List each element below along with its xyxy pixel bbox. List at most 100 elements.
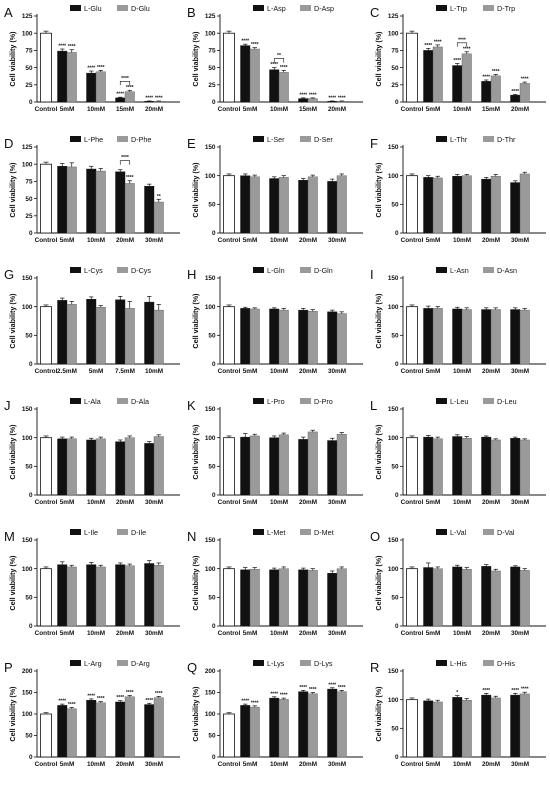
- bar-l-met: [327, 573, 338, 627]
- bar-d-val: [519, 570, 530, 627]
- y-tick-label: 150: [22, 275, 33, 282]
- bar-l-ile: [86, 564, 97, 627]
- x-tick-label: 30mM: [511, 499, 529, 506]
- bar-d-ser: [278, 177, 289, 234]
- bar-d-ser: [336, 175, 347, 234]
- bar-d-cys: [95, 307, 106, 365]
- x-tick-label: Control: [35, 368, 58, 375]
- y-tick-label: 0: [29, 754, 33, 761]
- legend-swatch-l: [70, 267, 81, 273]
- y-tick-label: 50: [208, 65, 216, 72]
- significance-label: ****: [328, 95, 336, 101]
- bar-l-his: [481, 694, 492, 758]
- bar-d-phe: [153, 201, 164, 234]
- x-tick-label: Control: [218, 630, 241, 637]
- x-tick-label: 10mM: [87, 237, 105, 244]
- bar-l-met: [269, 569, 280, 627]
- bar-d-phe: [124, 183, 135, 234]
- bar-l-thr: [481, 178, 492, 234]
- bar-d-lys: [307, 693, 318, 758]
- x-tick-label: 5mM: [89, 368, 104, 375]
- legend-label-l: L-Trp: [450, 4, 467, 13]
- bar-l-met: [298, 569, 309, 627]
- significance-label: ****: [145, 698, 153, 704]
- y-tick-label: 125: [388, 13, 399, 20]
- bar-d-asp: [249, 48, 260, 103]
- y-tick-label: 0: [395, 230, 399, 237]
- y-tick-label: 100: [205, 566, 216, 573]
- x-tick-label: Control: [218, 499, 241, 506]
- panel-B: B Cell viability (%) 0 25 50 75 100 125 Control 5…: [187, 4, 363, 113]
- y-tick-label: 0: [29, 361, 33, 368]
- panel-letter: B: [187, 5, 196, 20]
- x-tick-label: 5mM: [243, 630, 258, 637]
- legend-swatch-l: [253, 529, 264, 535]
- y-tick-label: 100: [22, 161, 33, 168]
- bar-l-his: [452, 697, 463, 758]
- significance-label: ****: [511, 89, 519, 95]
- control-bar: [223, 568, 235, 627]
- y-tick-label: 50: [25, 196, 33, 203]
- significance-label: ****: [116, 695, 124, 701]
- legend-swatch-l: [436, 267, 447, 273]
- legend-swatch-d: [117, 660, 128, 666]
- significance-label: ****: [270, 691, 278, 697]
- x-tick-label: 30mM: [511, 237, 529, 244]
- control-bar: [223, 306, 235, 365]
- bar-d-gln: [249, 308, 260, 365]
- bar-l-his: [423, 700, 434, 758]
- bar-l-leu: [452, 436, 463, 496]
- y-tick-label: 50: [25, 595, 33, 602]
- x-tick-label: 5mM: [60, 761, 75, 768]
- y-axis-title: Cell viability (%): [191, 31, 200, 87]
- bar-d-lys: [249, 706, 260, 758]
- bar-l-ser: [240, 175, 251, 234]
- y-axis-title: Cell viability (%): [191, 686, 200, 742]
- x-tick-label: 30mM: [328, 761, 346, 768]
- significance-label: ****: [251, 42, 259, 48]
- legend-label-l: L-Ser: [267, 135, 285, 144]
- x-tick-label: 20mM: [511, 106, 529, 113]
- y-tick-label: 0: [29, 99, 33, 106]
- control-bar: [223, 175, 235, 234]
- legend-swatch-l: [70, 529, 81, 535]
- y-tick-label: 0: [29, 230, 33, 237]
- legend-swatch-d: [300, 529, 311, 535]
- bar-l-cys: [115, 299, 126, 365]
- y-tick-label: 0: [212, 230, 216, 237]
- bar-l-leu: [423, 436, 434, 496]
- legend-swatch-d: [483, 136, 494, 142]
- bar-l-leu: [510, 438, 521, 496]
- bar-d-arg: [95, 702, 106, 758]
- x-tick-label: 5mM: [243, 106, 258, 113]
- y-tick-label: 100: [388, 304, 399, 311]
- legend-swatch-d: [300, 136, 311, 142]
- significance-label: ****: [97, 696, 105, 702]
- x-tick-label: Control: [218, 237, 241, 244]
- y-axis-title: Cell viability (%): [374, 162, 383, 218]
- significance-label: ****: [280, 65, 288, 71]
- bar-l-asp: [269, 69, 280, 103]
- y-tick-label: 100: [388, 435, 399, 442]
- legend-swatch-l: [436, 529, 447, 535]
- bar-d-met: [307, 570, 318, 627]
- legend-label-d: D-Lys: [314, 659, 333, 668]
- y-tick-label: 25: [208, 82, 216, 89]
- bar-d-leu: [461, 438, 472, 496]
- significance-label: ****: [299, 92, 307, 98]
- bar-l-his: [510, 694, 521, 758]
- x-tick-label: 30mM: [328, 237, 346, 244]
- x-tick-label: 5mM: [243, 368, 258, 375]
- bar-d-ala: [95, 438, 106, 496]
- x-tick-label: 5mM: [426, 761, 441, 768]
- x-tick-label: 15mM: [482, 106, 500, 113]
- y-tick-label: 50: [25, 464, 33, 471]
- x-tick-label: 30mM: [145, 237, 163, 244]
- bar-d-leu: [490, 439, 501, 496]
- bar-l-met: [240, 569, 251, 627]
- x-tick-label: 5mM: [243, 761, 258, 768]
- bar-d-leu: [519, 439, 530, 496]
- y-tick-label: 50: [391, 65, 399, 72]
- bar-d-lys: [278, 699, 289, 758]
- bar-l-trp: [452, 65, 463, 103]
